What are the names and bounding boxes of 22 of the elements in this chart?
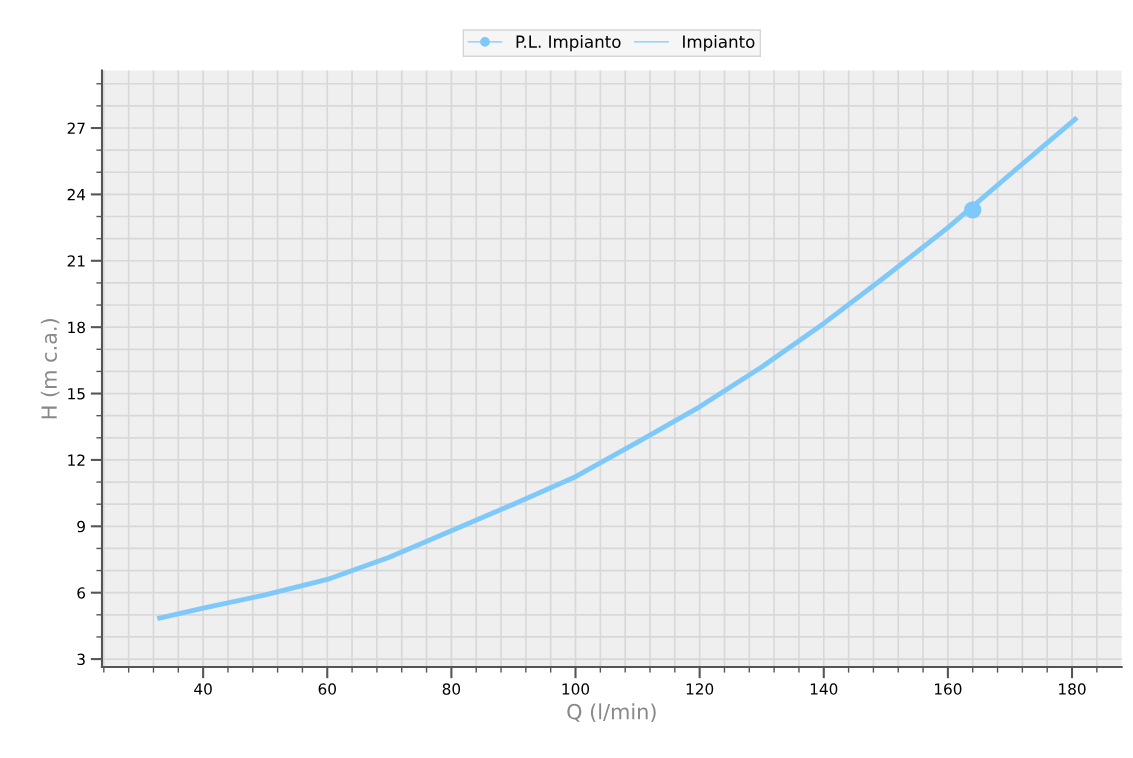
line-series (157, 116, 1078, 621)
y-tick-label: 6 (77, 587, 86, 599)
y-tick-label: 18 (68, 321, 85, 334)
y-tick-label: 12 (68, 454, 85, 466)
legend-label: P.L. Impianto (516, 35, 621, 52)
x-tick-label: 60 (318, 683, 336, 695)
y-tick-label: 15 (68, 388, 85, 400)
x-tick-label: 140 (810, 683, 838, 695)
y-tick-label: 21 (67, 255, 85, 267)
x-tick-label: 180 (1059, 683, 1086, 695)
y-tick-label: 27 (67, 122, 85, 134)
x-tick-label: 160 (934, 683, 962, 695)
legend-label: Impianto (683, 35, 755, 52)
x-tick-label: 40 (194, 683, 212, 695)
x-tick-label: 120 (686, 683, 714, 695)
y-tick-label: 24 (67, 188, 86, 201)
y-tick-label: 3 (77, 653, 85, 666)
x-axis-title: Q (l/min) (567, 703, 656, 722)
y-tick-label: 9 (77, 520, 85, 533)
x-tick-label: 80 (442, 683, 461, 695)
y-axis-title: H (m c.a.) (40, 319, 60, 419)
x-tick-label: 100 (562, 683, 590, 695)
